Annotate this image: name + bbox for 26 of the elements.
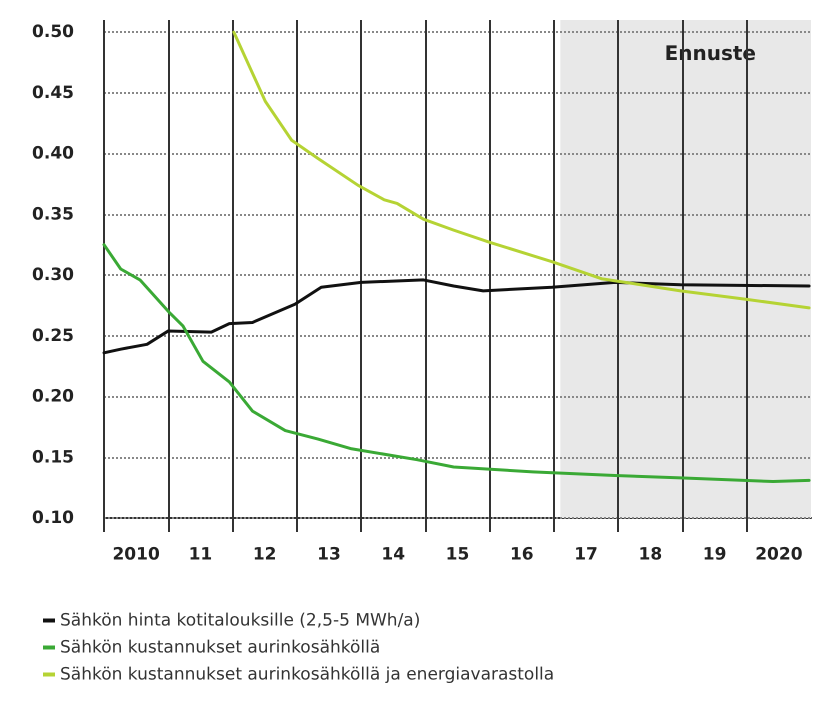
y-tick-label: 0.20 xyxy=(32,386,74,407)
x-tick-label: 12 xyxy=(252,544,277,564)
y-tick-label: 0.35 xyxy=(32,204,74,224)
y-tick-label: 0.40 xyxy=(32,144,74,164)
y-tick-label: 0.50 xyxy=(32,22,74,42)
x-tick-label: 17 xyxy=(574,544,598,564)
y-tick-label: 0.10 xyxy=(32,508,74,528)
legend-label: Sähkön hinta kotitalouksille (2,5-5 MWh/a) xyxy=(60,610,420,630)
x-tick-label: 19 xyxy=(702,544,726,564)
x-tick-label: 2020 xyxy=(755,544,803,564)
line-series xyxy=(102,278,811,354)
line-series xyxy=(232,30,811,310)
y-tick-label: 0.45 xyxy=(32,82,74,103)
y-tick-label: 0.15 xyxy=(32,447,74,468)
x-tick-label: 18 xyxy=(638,544,662,564)
x-tick-label: 15 xyxy=(446,544,470,564)
legend-label: Sähkön kustannukset aurinkosähköllä xyxy=(60,638,380,658)
x-tick-label: 11 xyxy=(188,544,212,564)
y-tick-label: 0.30 xyxy=(32,265,74,286)
x-tick-label: 13 xyxy=(317,544,341,564)
line-series xyxy=(102,243,811,484)
x-tick-label: 14 xyxy=(381,544,406,564)
legend-label: Sähkön kustannukset aurinkosähköllä ja energiavarastolla xyxy=(60,664,554,684)
y-tick-label: 0.25 xyxy=(32,326,74,346)
x-tick-label: 2010 xyxy=(112,544,160,564)
x-tick-label: 16 xyxy=(510,544,534,564)
